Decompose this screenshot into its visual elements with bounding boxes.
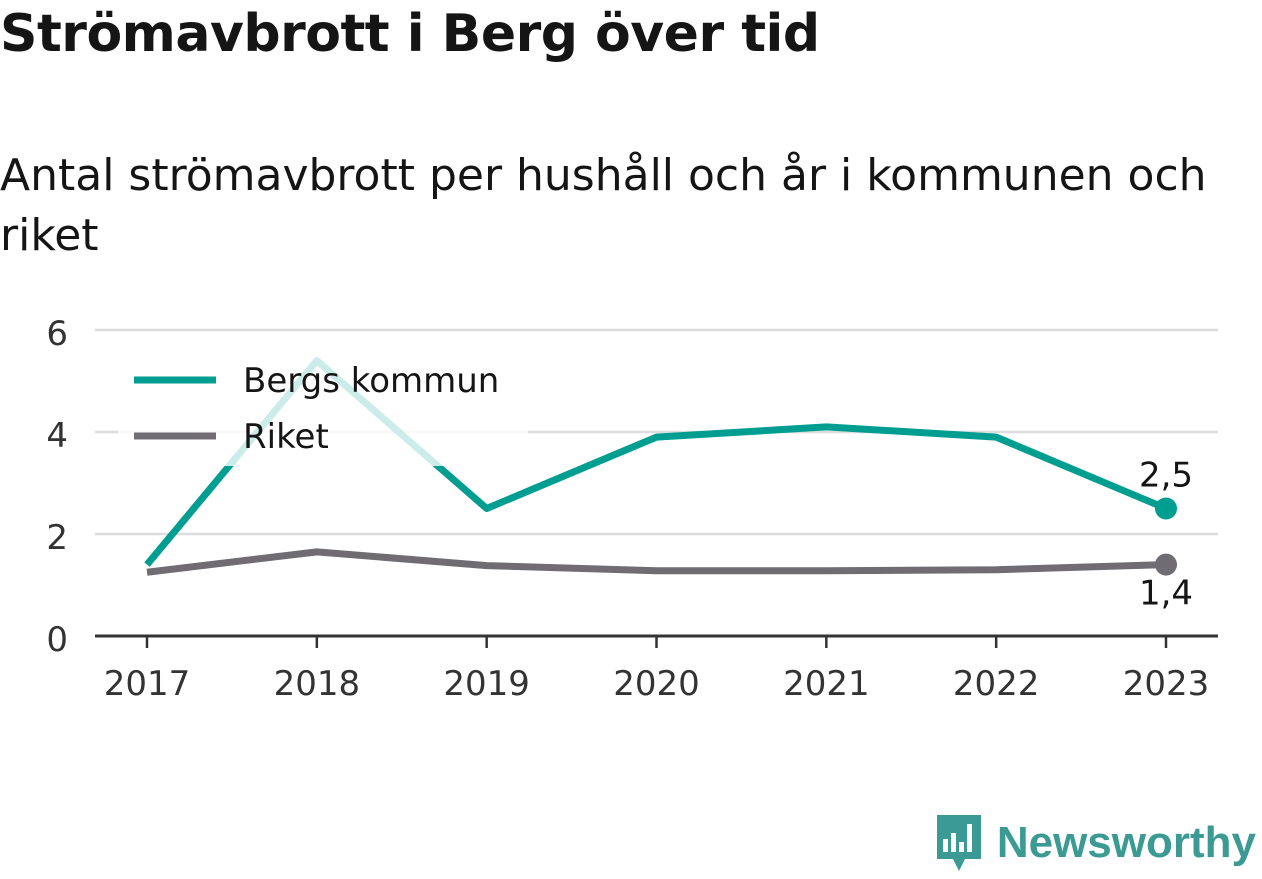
chart-title: Strömavbrott i Berg över tid — [0, 4, 820, 64]
end-labels: 2,5 1,4 — [1139, 456, 1193, 614]
end-point-marker — [1155, 553, 1177, 576]
brand-name: Newsworthy — [996, 818, 1256, 867]
x-tick-label: 2017 — [104, 664, 191, 704]
end-point-marker — [1155, 497, 1177, 520]
legend-background — [118, 346, 528, 466]
x-tick-label: 2020 — [613, 664, 700, 704]
x-tick-label: 2019 — [443, 664, 530, 704]
y-tick-label: 4 — [46, 416, 68, 456]
x-tick-label: 2018 — [274, 664, 361, 704]
series-line-riket — [146, 548, 1167, 576]
end-value-label: 2,5 — [1139, 456, 1193, 496]
x-tick-label: 2023 — [1123, 664, 1210, 704]
y-tick-label: 6 — [46, 314, 68, 354]
end-value-label: 1,4 — [1139, 574, 1193, 614]
brand: Newsworthy — [935, 811, 1256, 875]
chart-subtitle: Antal strömavbrott per hushåll och år i … — [0, 150, 1207, 261]
legend-label: Riket — [243, 417, 329, 457]
axes: 0 2 4 6 2017 2018 2019 2020 2021 2022 2023 — [46, 314, 1218, 704]
y-tick-label: 2 — [46, 518, 68, 558]
y-tick-label: 0 — [46, 620, 68, 660]
legend-label: Bergs kommun — [243, 361, 499, 401]
legend: Bergs kommun Riket — [118, 346, 528, 466]
x-tick-label: 2022 — [953, 664, 1040, 704]
x-tick-label: 2021 — [783, 664, 870, 704]
newsworthy-logo-icon — [936, 815, 981, 871]
